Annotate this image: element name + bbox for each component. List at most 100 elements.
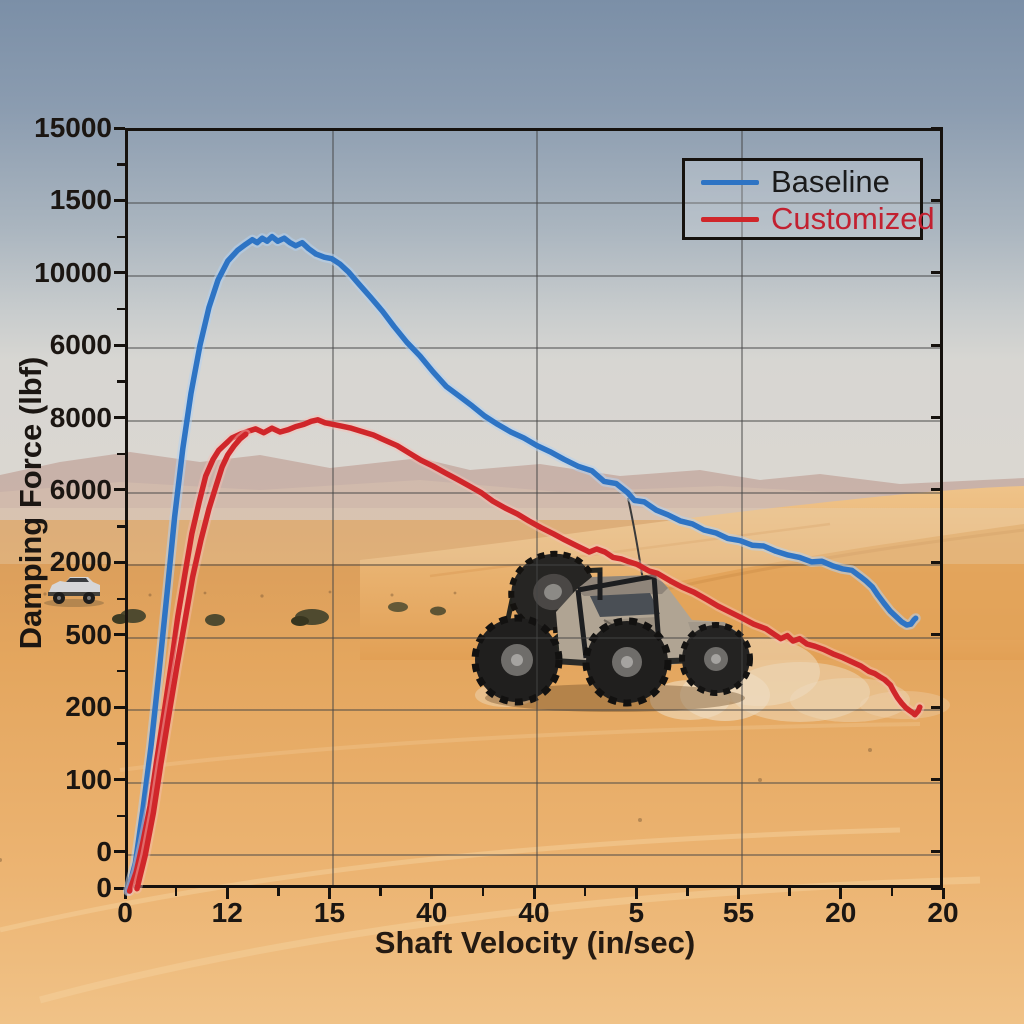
x-major-tick	[941, 888, 945, 899]
gridline-v	[331, 131, 334, 885]
y-major-tick	[114, 198, 125, 202]
x-minor-tick	[379, 888, 382, 896]
x-tick-label: 40	[518, 897, 550, 928]
y-major-tick	[114, 416, 125, 420]
x-major-tick	[634, 888, 638, 899]
series-line-Customized	[126, 417, 923, 894]
y-right-tick	[931, 560, 943, 564]
legend-line-customized	[701, 216, 759, 222]
x-tick-label: 20	[927, 897, 959, 928]
y-minor-tick	[117, 525, 125, 528]
x-tick-label: 20	[825, 897, 857, 928]
y-right-tick	[931, 705, 943, 709]
x-minor-tick	[277, 888, 280, 896]
truck-wheels	[471, 614, 753, 707]
x-major-tick	[737, 888, 740, 899]
y-tick-label: 6000	[49, 473, 112, 505]
truck-window	[590, 593, 660, 617]
y-minor-tick	[117, 814, 125, 818]
gridline-h	[128, 636, 940, 639]
y-major-tick	[114, 343, 125, 347]
y-right-tick	[931, 488, 943, 492]
y-major-tick	[114, 778, 125, 782]
y-right-tick	[931, 886, 943, 890]
y-right-tick	[931, 778, 943, 782]
x-tick-label: 40	[416, 897, 448, 928]
y-tick-label: 500	[65, 618, 112, 650]
x-axis-title: Shaft Velocity (in/sec)	[374, 925, 696, 960]
y-tick-label: 2000	[49, 546, 112, 578]
x-minor-tick	[788, 888, 791, 896]
y-minor-tick	[117, 742, 125, 745]
x-minor-tick	[686, 888, 689, 896]
y-tick-label: 0	[96, 872, 112, 903]
x-major-tick	[328, 888, 331, 899]
gridline-h	[128, 491, 940, 494]
series-line-Customized-rise-second-branch	[134, 431, 249, 892]
y-minor-tick	[117, 452, 125, 456]
legend: Baseline Customized	[682, 158, 935, 240]
legend-row-customized: Customized	[685, 200, 935, 238]
x-tick-label: 55	[722, 897, 755, 928]
gridline-h	[128, 419, 940, 422]
y-minor-tick	[117, 163, 125, 166]
gridline-h	[128, 853, 940, 856]
y-tick-label: 0	[96, 835, 112, 867]
series-halo-Baseline	[123, 231, 921, 896]
y-right-tick	[931, 633, 943, 637]
y-major-tick	[114, 886, 125, 890]
gridline-h	[128, 781, 940, 784]
x-tick-label: 0	[117, 897, 133, 928]
x-minor-tick	[481, 888, 485, 896]
grid-layer	[128, 131, 940, 885]
y-minor-tick	[117, 669, 125, 673]
distant-truck	[44, 577, 104, 607]
x-tick-label: 5	[628, 897, 645, 928]
gridline-h	[128, 564, 940, 567]
y-minor-tick	[117, 380, 125, 383]
x-major-tick	[225, 888, 229, 899]
y-tick-label: 8000	[49, 401, 112, 433]
x-major-tick	[430, 888, 434, 899]
y-right-tick	[931, 343, 943, 347]
series-lines	[123, 231, 925, 896]
y-tick-label: 10000	[34, 256, 112, 288]
legend-line-baseline	[701, 179, 759, 185]
legend-label-baseline: Baseline	[771, 164, 890, 199]
legend-label-customized: Customized	[771, 201, 935, 236]
y-minor-tick	[117, 597, 125, 600]
y-major-tick	[114, 126, 125, 130]
x-tick-label: 12	[211, 897, 243, 928]
y-major-tick	[114, 850, 125, 854]
series-line-Baseline	[125, 233, 919, 894]
y-major-tick	[114, 560, 125, 564]
y-minor-tick	[117, 235, 125, 238]
x-major-tick	[532, 888, 536, 899]
x-major-tick	[839, 888, 843, 899]
y-minor-tick	[117, 307, 125, 311]
gridline-v	[740, 131, 743, 885]
legend-row-baseline: Baseline	[685, 163, 920, 201]
x-minor-tick	[583, 888, 587, 896]
y-right-tick	[931, 850, 943, 854]
offroad-truck	[471, 497, 753, 712]
y-major-tick	[114, 271, 125, 275]
y-tick-label: 1500	[49, 184, 112, 216]
gridline-h	[128, 202, 940, 205]
gridline-h	[128, 347, 940, 350]
y-tick-label: 200	[65, 691, 112, 723]
x-minor-tick	[890, 888, 894, 896]
y-tick-label: 15000	[34, 112, 112, 143]
gridline-h	[128, 274, 940, 277]
y-axis-title: Damping Force (lbf)	[13, 356, 48, 650]
y-major-tick	[114, 705, 125, 709]
series-halo-Customized	[124, 414, 925, 896]
x-tick-label: 15	[313, 897, 346, 928]
plot-area	[123, 128, 943, 896]
x-minor-tick	[174, 888, 178, 896]
y-right-tick	[931, 416, 943, 420]
gridline-h	[128, 709, 940, 712]
y-tick-label: 6000	[49, 329, 112, 361]
gridline-v	[536, 131, 538, 885]
